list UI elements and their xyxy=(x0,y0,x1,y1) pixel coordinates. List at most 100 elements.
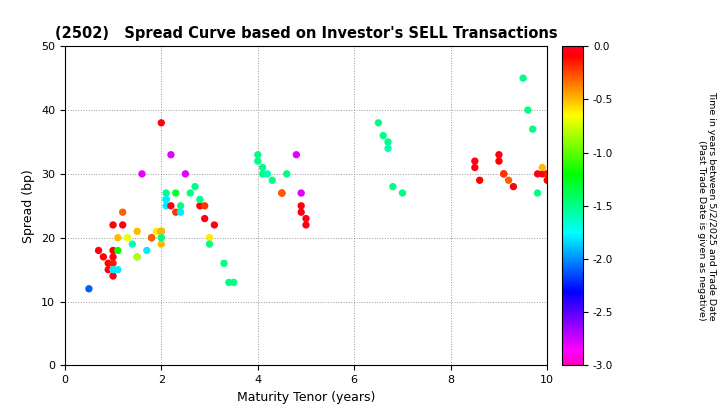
Point xyxy=(141,247,153,254)
Point xyxy=(218,260,230,267)
Point xyxy=(156,119,167,126)
Point xyxy=(498,171,510,177)
Title: (2502)   Spread Curve based on Investor's SELL Transactions: (2502) Spread Curve based on Investor's … xyxy=(55,26,557,41)
Point xyxy=(204,234,215,241)
Point xyxy=(189,183,201,190)
Point xyxy=(112,266,124,273)
Point xyxy=(117,209,128,215)
Point xyxy=(146,234,158,241)
Point xyxy=(98,254,109,260)
Point xyxy=(161,202,172,209)
Point xyxy=(300,215,312,222)
Point xyxy=(493,158,505,165)
Point xyxy=(508,183,519,190)
Point xyxy=(252,158,264,165)
Point xyxy=(522,107,534,113)
Point xyxy=(175,209,186,215)
Point xyxy=(107,247,119,254)
Point xyxy=(117,222,128,228)
Point xyxy=(107,260,119,267)
Point xyxy=(165,202,176,209)
Point xyxy=(175,202,186,209)
Point xyxy=(527,126,539,133)
Point xyxy=(146,234,158,241)
Point xyxy=(161,196,172,203)
Point xyxy=(498,171,510,177)
Point xyxy=(503,177,514,184)
Point xyxy=(517,75,528,81)
Point xyxy=(156,234,167,241)
Point xyxy=(84,286,95,292)
Point xyxy=(170,209,181,215)
Point xyxy=(223,279,235,286)
Point xyxy=(127,241,138,247)
Point xyxy=(132,254,143,260)
Point xyxy=(199,215,210,222)
Point xyxy=(257,164,269,171)
Point xyxy=(161,196,172,203)
Point xyxy=(541,171,553,177)
Point xyxy=(165,151,176,158)
Point xyxy=(107,254,119,260)
Point xyxy=(161,196,172,203)
Point xyxy=(397,190,408,197)
Point xyxy=(261,171,273,177)
Point xyxy=(107,273,119,279)
Point xyxy=(276,190,288,197)
X-axis label: Maturity Tenor (years): Maturity Tenor (years) xyxy=(237,391,375,404)
Point xyxy=(199,202,210,209)
Point xyxy=(373,119,384,126)
Point xyxy=(469,158,481,165)
Y-axis label: Spread (bp): Spread (bp) xyxy=(22,169,35,243)
Point xyxy=(469,164,481,171)
Point xyxy=(377,132,389,139)
Point xyxy=(107,222,119,228)
Point xyxy=(295,190,307,197)
Point xyxy=(257,171,269,177)
Point xyxy=(536,164,548,171)
Point xyxy=(541,177,553,184)
Point xyxy=(536,171,548,177)
Point xyxy=(194,196,206,203)
Point xyxy=(170,190,181,197)
Point xyxy=(156,234,167,241)
Point xyxy=(102,260,114,267)
Point xyxy=(180,171,192,177)
Point xyxy=(382,145,394,152)
Point xyxy=(532,190,544,197)
Point xyxy=(295,209,307,215)
Point xyxy=(541,171,553,177)
Point xyxy=(474,177,485,184)
Point xyxy=(204,241,215,247)
Point xyxy=(300,222,312,228)
Point xyxy=(156,228,167,235)
Point xyxy=(276,190,288,197)
Point xyxy=(382,139,394,145)
Point xyxy=(136,171,148,177)
Point xyxy=(132,254,143,260)
Point xyxy=(156,228,167,235)
Point xyxy=(102,266,114,273)
Point xyxy=(194,202,206,209)
Point xyxy=(112,247,124,254)
Point xyxy=(291,151,302,158)
Point xyxy=(493,151,505,158)
Point xyxy=(252,151,264,158)
Point xyxy=(295,202,307,209)
Point xyxy=(112,234,124,241)
Point xyxy=(107,266,119,273)
Point xyxy=(93,247,104,254)
Point xyxy=(209,222,220,228)
Point xyxy=(156,241,167,247)
Point xyxy=(122,234,133,241)
Point xyxy=(150,228,162,235)
Point xyxy=(532,171,544,177)
Point xyxy=(161,190,172,197)
Point xyxy=(132,228,143,235)
Point xyxy=(184,190,196,197)
Point xyxy=(266,177,278,184)
Point xyxy=(387,183,399,190)
Point xyxy=(281,171,292,177)
Text: Time in years between 5/2/2025 and Trade Date
(Past Trade Date is given as negat: Time in years between 5/2/2025 and Trade… xyxy=(697,91,716,320)
Point xyxy=(228,279,240,286)
